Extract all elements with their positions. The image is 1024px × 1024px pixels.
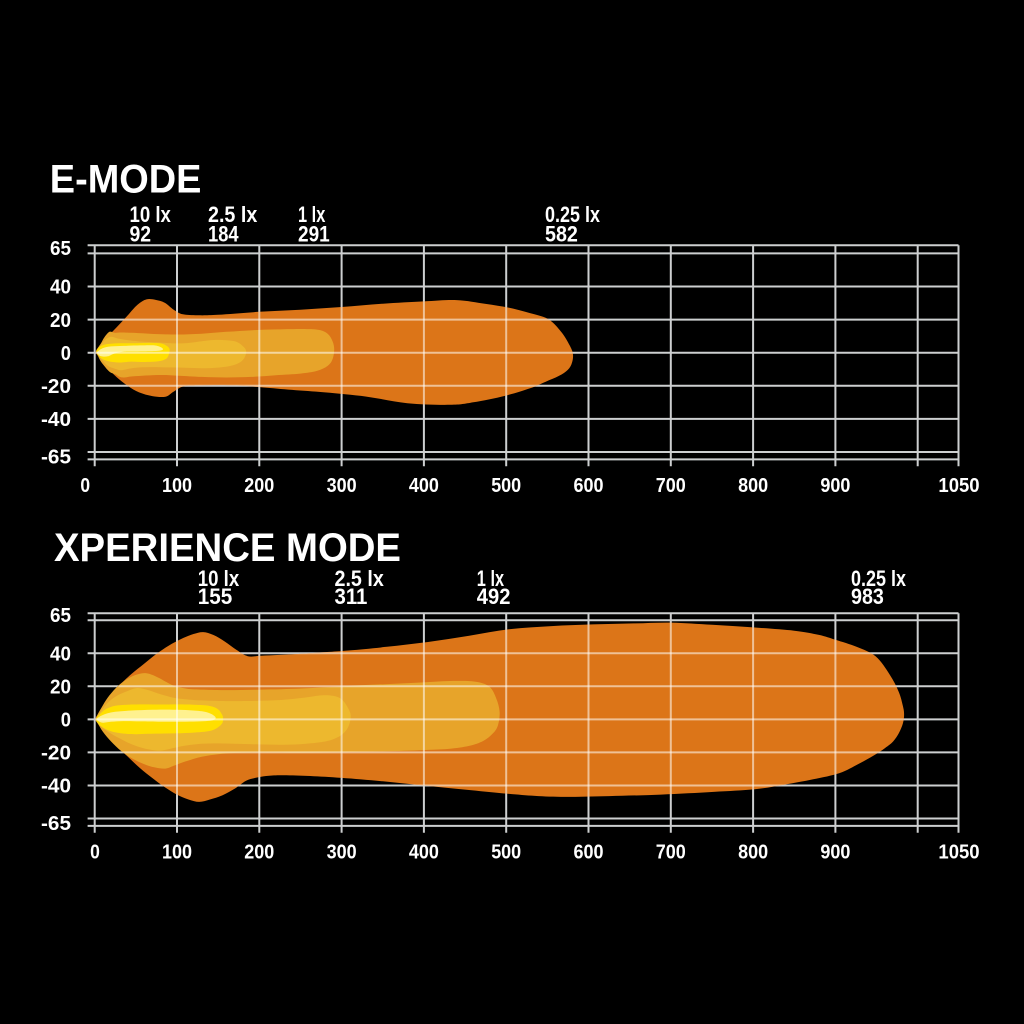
svg-text:XPERIENCE MODE: XPERIENCE MODE — [54, 526, 401, 570]
svg-text:700: 700 — [656, 475, 686, 497]
svg-text:40: 40 — [50, 277, 71, 299]
svg-text:0: 0 — [61, 710, 71, 732]
svg-text:492: 492 — [477, 584, 511, 609]
svg-text:1050: 1050 — [938, 842, 979, 864]
svg-text:983: 983 — [851, 584, 884, 609]
svg-text:600: 600 — [574, 475, 604, 497]
svg-text:20: 20 — [50, 310, 71, 332]
svg-text:300: 300 — [327, 475, 357, 497]
svg-text:1 lx: 1 lx — [477, 566, 505, 591]
svg-text:100: 100 — [162, 842, 192, 864]
svg-text:-65: -65 — [41, 813, 71, 835]
svg-text:0.25 lx: 0.25 lx — [545, 202, 601, 227]
svg-text:291: 291 — [298, 221, 330, 246]
svg-text:0: 0 — [61, 343, 71, 365]
svg-text:65: 65 — [50, 605, 71, 627]
svg-text:1050: 1050 — [938, 475, 979, 497]
svg-text:10 lx: 10 lx — [130, 202, 172, 227]
svg-text:0: 0 — [80, 475, 90, 497]
svg-text:400: 400 — [409, 475, 439, 497]
svg-text:-40: -40 — [41, 776, 71, 798]
svg-text:-65: -65 — [41, 447, 71, 469]
svg-text:184: 184 — [208, 221, 239, 246]
svg-text:155: 155 — [198, 584, 233, 609]
svg-text:10 lx: 10 lx — [198, 566, 240, 591]
svg-text:0.25 lx: 0.25 lx — [851, 566, 907, 591]
svg-text:800: 800 — [738, 475, 768, 497]
svg-text:E-MODE: E-MODE — [50, 158, 202, 202]
svg-text:600: 600 — [574, 842, 604, 864]
svg-text:-40: -40 — [41, 409, 71, 431]
svg-text:-20: -20 — [41, 376, 71, 398]
svg-text:2.5 lx: 2.5 lx — [208, 202, 258, 227]
svg-text:200: 200 — [244, 842, 274, 864]
svg-text:800: 800 — [738, 842, 768, 864]
svg-text:20: 20 — [50, 677, 71, 699]
svg-text:500: 500 — [491, 842, 521, 864]
svg-text:200: 200 — [244, 475, 274, 497]
svg-text:100: 100 — [162, 475, 192, 497]
svg-text:65: 65 — [50, 238, 71, 260]
svg-text:700: 700 — [656, 842, 686, 864]
svg-text:2.5 lx: 2.5 lx — [335, 566, 385, 591]
svg-text:400: 400 — [409, 842, 439, 864]
svg-text:500: 500 — [491, 475, 521, 497]
svg-text:92: 92 — [130, 221, 152, 246]
svg-text:300: 300 — [327, 842, 357, 864]
svg-text:900: 900 — [820, 475, 850, 497]
svg-text:311: 311 — [335, 584, 368, 609]
svg-text:-20: -20 — [41, 743, 71, 765]
svg-text:0: 0 — [90, 842, 100, 864]
svg-text:1 lx: 1 lx — [298, 202, 326, 227]
svg-text:582: 582 — [545, 221, 578, 246]
svg-text:900: 900 — [820, 842, 850, 864]
svg-text:40: 40 — [50, 644, 71, 666]
